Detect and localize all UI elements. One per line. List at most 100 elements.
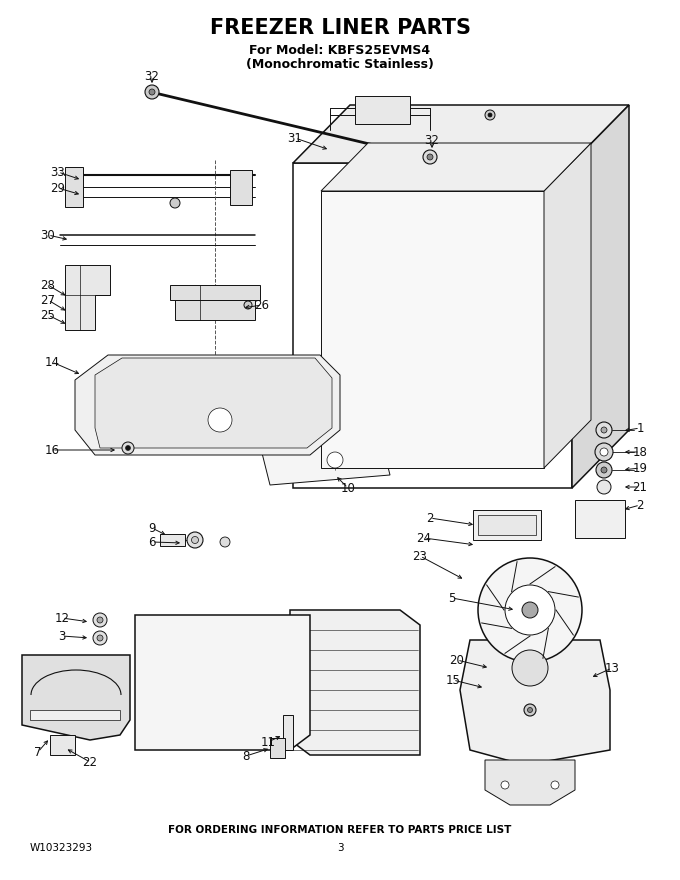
Circle shape	[495, 633, 565, 703]
Polygon shape	[290, 610, 420, 755]
Text: 33: 33	[50, 165, 65, 179]
Text: W10323293: W10323293	[30, 843, 93, 853]
Text: 3: 3	[58, 629, 66, 642]
Polygon shape	[293, 105, 629, 163]
Text: For Model: KBFS25EVMS4: For Model: KBFS25EVMS4	[250, 43, 430, 56]
Text: 32: 32	[424, 134, 439, 146]
Circle shape	[485, 110, 495, 120]
Polygon shape	[485, 760, 575, 805]
Text: 28: 28	[41, 278, 56, 291]
Text: 27: 27	[41, 294, 56, 306]
Circle shape	[192, 537, 199, 544]
Text: 26: 26	[254, 298, 269, 312]
Bar	[321, 191, 544, 468]
Text: 6: 6	[148, 536, 156, 548]
Circle shape	[601, 427, 607, 433]
Polygon shape	[22, 655, 130, 740]
Polygon shape	[260, 435, 390, 485]
Text: 3: 3	[337, 843, 343, 853]
Circle shape	[512, 650, 548, 686]
Circle shape	[187, 532, 203, 548]
Text: 14: 14	[44, 356, 60, 369]
Bar	[170, 285, 260, 300]
Bar	[283, 715, 293, 750]
Circle shape	[97, 635, 103, 641]
Bar	[230, 170, 252, 205]
Text: 25: 25	[41, 309, 56, 321]
Bar	[473, 510, 541, 540]
Text: 24: 24	[416, 532, 432, 545]
Circle shape	[122, 442, 134, 454]
Polygon shape	[460, 640, 610, 765]
Bar	[65, 167, 83, 207]
Text: (Monochromatic Stainless): (Monochromatic Stainless)	[246, 57, 434, 70]
Text: 12: 12	[54, 612, 69, 625]
Text: 2: 2	[426, 511, 434, 524]
Text: 7: 7	[34, 745, 41, 759]
Text: 23: 23	[413, 549, 428, 562]
Circle shape	[551, 781, 559, 789]
Bar	[355, 96, 410, 124]
Text: 11: 11	[260, 736, 275, 749]
Circle shape	[327, 452, 343, 468]
Circle shape	[505, 585, 555, 635]
Circle shape	[170, 198, 180, 208]
Text: 22: 22	[82, 756, 97, 768]
Text: 13: 13	[605, 662, 619, 674]
Polygon shape	[75, 355, 340, 455]
Bar	[160, 534, 185, 546]
Text: 31: 31	[288, 131, 303, 144]
Circle shape	[528, 708, 532, 713]
Circle shape	[145, 85, 159, 99]
Circle shape	[478, 558, 582, 662]
Polygon shape	[321, 143, 591, 191]
Text: 9: 9	[148, 522, 156, 534]
Bar	[50, 735, 75, 755]
Circle shape	[149, 89, 155, 95]
Text: 15: 15	[445, 673, 460, 686]
Text: 32: 32	[145, 70, 159, 83]
Text: 30: 30	[41, 229, 55, 241]
Circle shape	[208, 408, 232, 432]
Text: 10: 10	[341, 481, 356, 495]
Polygon shape	[544, 143, 591, 468]
Bar	[575, 500, 625, 538]
Text: 18: 18	[632, 445, 647, 458]
Text: FOR ORDERING INFORMATION REFER TO PARTS PRICE LIST: FOR ORDERING INFORMATION REFER TO PARTS …	[169, 825, 511, 835]
Polygon shape	[95, 358, 332, 448]
Circle shape	[595, 443, 613, 461]
Circle shape	[244, 301, 252, 309]
Circle shape	[97, 617, 103, 623]
Circle shape	[501, 781, 509, 789]
Polygon shape	[135, 615, 310, 750]
Circle shape	[93, 631, 107, 645]
Circle shape	[488, 113, 492, 117]
Circle shape	[93, 613, 107, 627]
Text: 21: 21	[632, 480, 647, 494]
Circle shape	[524, 704, 536, 716]
Bar	[478, 515, 536, 535]
Circle shape	[522, 602, 538, 618]
Polygon shape	[572, 105, 629, 488]
Polygon shape	[65, 265, 110, 330]
Text: 1: 1	[636, 422, 644, 435]
Circle shape	[220, 537, 230, 547]
Text: FREEZER LINER PARTS: FREEZER LINER PARTS	[209, 18, 471, 38]
Circle shape	[126, 445, 131, 451]
Text: 2: 2	[636, 498, 644, 511]
Bar	[293, 163, 572, 488]
Circle shape	[423, 150, 437, 164]
Text: 16: 16	[44, 444, 60, 457]
Text: 29: 29	[50, 181, 65, 194]
Text: 19: 19	[632, 461, 647, 474]
Text: 5: 5	[448, 591, 456, 605]
Circle shape	[600, 448, 608, 456]
Bar	[175, 300, 255, 320]
Text: 8: 8	[242, 750, 250, 762]
Circle shape	[596, 422, 612, 438]
Text: 20: 20	[449, 654, 464, 666]
Circle shape	[596, 462, 612, 478]
Circle shape	[597, 480, 611, 494]
Polygon shape	[30, 710, 120, 720]
Circle shape	[601, 467, 607, 473]
